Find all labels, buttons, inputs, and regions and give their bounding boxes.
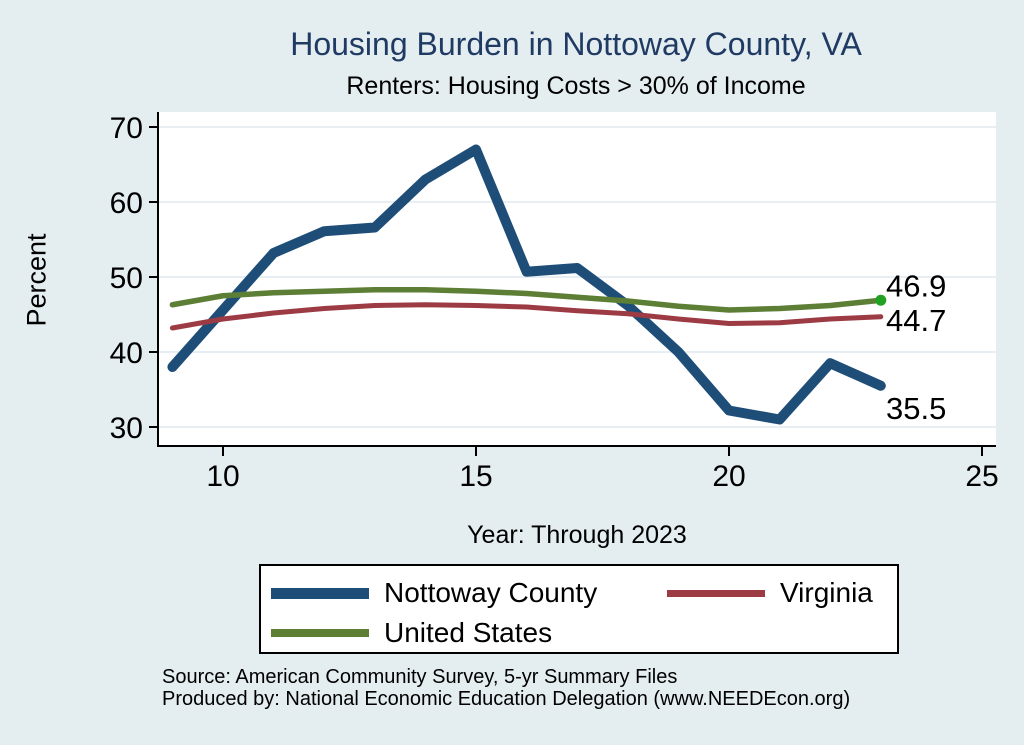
series-line-united-states bbox=[169, 287, 884, 313]
y-tick-label: 70 bbox=[110, 112, 143, 145]
y-tick-label: 50 bbox=[110, 262, 143, 295]
series-end-value-label: 35.5 bbox=[886, 391, 946, 426]
x-tick-label: 20 bbox=[712, 460, 745, 493]
footer-notes: Source: American Community Survey, 5-yr … bbox=[162, 666, 850, 710]
y-tick-label: 40 bbox=[110, 337, 143, 370]
line-chart-plot: 30 40 50 60 70 10 15 20 25 35.5 44.746.9 bbox=[110, 112, 999, 493]
x-tick-label: 10 bbox=[206, 460, 239, 493]
legend-item-virginia: Virginia bbox=[667, 577, 873, 608]
chart-title: Housing Burden in Nottoway County, VA bbox=[290, 26, 862, 62]
legend-label-united-states: United States bbox=[384, 617, 553, 648]
plot-background bbox=[158, 112, 996, 446]
source-note: Source: American Community Survey, 5-yr … bbox=[162, 666, 678, 688]
x-tick-label: 15 bbox=[459, 460, 492, 493]
series-end-value-label: 46.9 bbox=[886, 268, 946, 303]
legend-item-nottoway-county: Nottoway County bbox=[271, 577, 598, 608]
y-tick-label: 60 bbox=[110, 187, 143, 220]
series-end-value-label: 44.7 bbox=[886, 303, 946, 338]
y-axis-title: Percent bbox=[21, 233, 52, 327]
legend-swatch-nottoway-county bbox=[271, 587, 369, 599]
series-line-nottoway-county bbox=[167, 144, 886, 425]
legend-label-virginia: Virginia bbox=[780, 577, 873, 608]
y-tick-label: 30 bbox=[110, 412, 143, 445]
legend-swatch-united-states bbox=[271, 629, 369, 637]
series-line-virginia bbox=[169, 302, 884, 331]
chart-legend: Nottoway County Virginia United States bbox=[259, 564, 899, 654]
legend-item-united-states: United States bbox=[271, 617, 553, 648]
legend-label-nottoway-county: Nottoway County bbox=[384, 577, 598, 608]
x-tick-label: 25 bbox=[965, 460, 998, 493]
x-axis-title: Year: Through 2023 bbox=[467, 521, 687, 549]
chart-subtitle: Renters: Housing Costs > 30% of Income bbox=[346, 72, 806, 100]
legend-swatch-virginia bbox=[667, 589, 765, 597]
produced-by-note: Produced by: National Economic Education… bbox=[162, 688, 851, 710]
series-end-marker bbox=[875, 294, 887, 306]
